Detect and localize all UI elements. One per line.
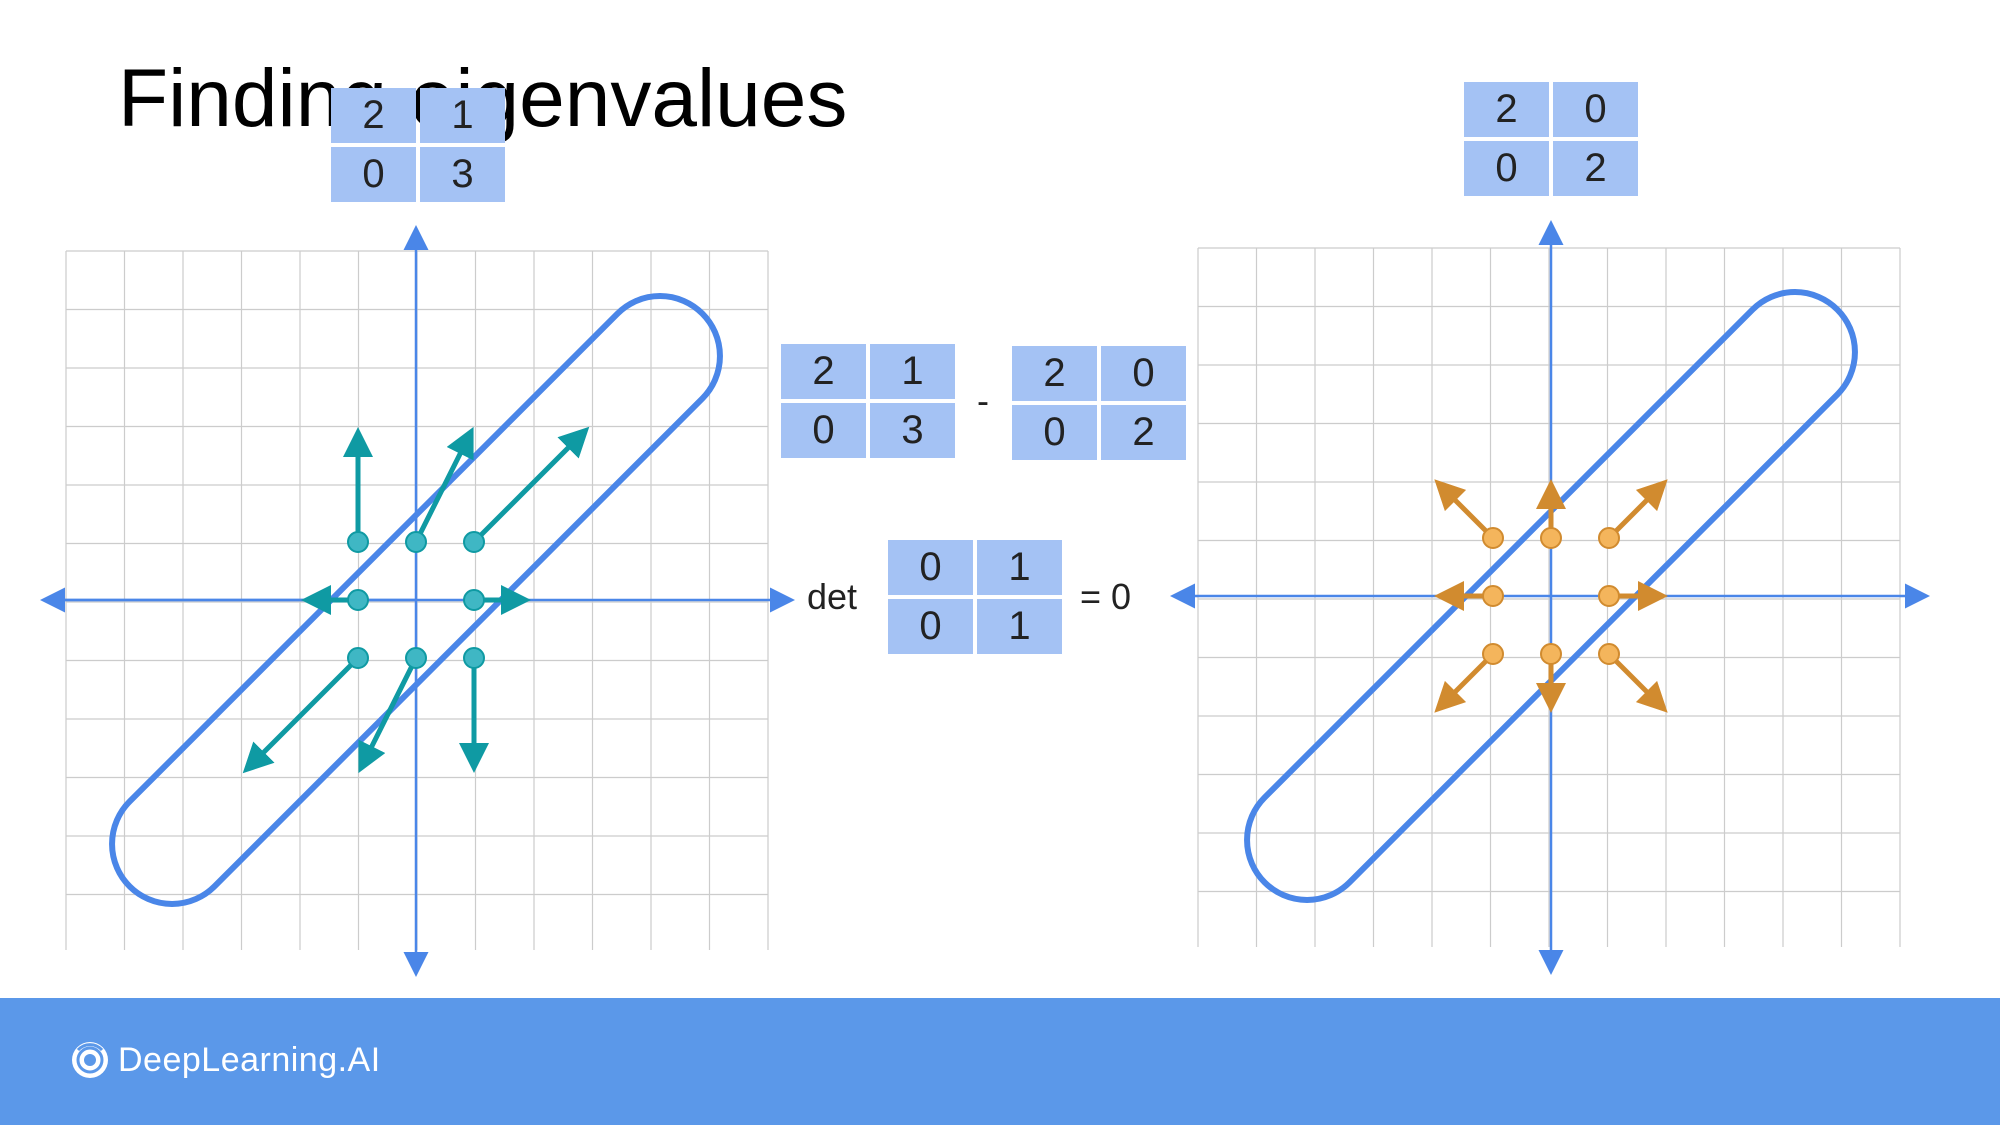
- right-plane: [1170, 220, 1930, 975]
- sample-point: [1540, 527, 1562, 549]
- transform-arrow: [1607, 652, 1668, 713]
- matrix-cell: 3: [870, 403, 955, 458]
- sample-point: [347, 589, 369, 611]
- sample-point: [463, 647, 485, 669]
- deeplearning-logo-icon: [72, 1042, 108, 1078]
- transform-arrow: [472, 426, 590, 544]
- matrix-a-top: 2 1 0 3: [331, 88, 505, 202]
- matrix-cell: 0: [1464, 141, 1549, 196]
- matrix-cell: 2: [1012, 346, 1097, 401]
- logo: DeepLearning.AI: [70, 1040, 381, 1080]
- transform-arrow: [1607, 479, 1668, 540]
- matrix-d-mid: 2 0 0 2: [1012, 346, 1186, 460]
- matrix-cell: 1: [977, 540, 1062, 595]
- sample-point: [1598, 527, 1620, 549]
- sample-point: [1482, 643, 1504, 665]
- matrix-cell: 0: [1101, 346, 1186, 401]
- transform-arrow: [1434, 652, 1495, 713]
- matrix-cell: 1: [977, 599, 1062, 654]
- sample-point: [405, 531, 427, 553]
- sample-point: [405, 647, 427, 669]
- right-grid: [1197, 247, 1901, 947]
- matrix-cell: 3: [420, 147, 505, 202]
- matrix-a-mid: 2 1 0 3: [781, 344, 955, 458]
- sample-point: [1598, 585, 1620, 607]
- sample-point: [1540, 643, 1562, 665]
- matrix-cell: 2: [1553, 141, 1638, 196]
- sample-point: [347, 531, 369, 553]
- sample-point: [1482, 585, 1504, 607]
- matrix-cell: 0: [1553, 82, 1638, 137]
- matrix-d-top: 2 0 0 2: [1464, 82, 1638, 196]
- left-plane: [40, 225, 795, 977]
- matrix-cell: 0: [331, 147, 416, 202]
- left-dots: [347, 531, 485, 669]
- det-result-matrix: 0 1 0 1: [888, 540, 1062, 654]
- transform-arrow: [242, 656, 360, 774]
- matrix-cell: 2: [1464, 82, 1549, 137]
- right-eigenline-capsule: [1244, 289, 1858, 903]
- matrix-cell: 0: [1012, 405, 1097, 460]
- matrix-cell: 2: [781, 344, 866, 399]
- right-arrows: [1434, 479, 1668, 713]
- sample-point: [347, 647, 369, 669]
- det-label: det: [807, 576, 858, 617]
- right-dots: [1482, 527, 1620, 665]
- equals-zero: = 0: [1080, 576, 1132, 617]
- matrix-cell: 0: [888, 599, 973, 654]
- sample-point: [1482, 527, 1504, 549]
- matrix-cell: 1: [870, 344, 955, 399]
- transform-arrow: [413, 426, 474, 544]
- minus-sign: -: [977, 380, 989, 421]
- transform-arrow: [1434, 479, 1495, 540]
- matrix-cell: 2: [1101, 405, 1186, 460]
- sample-point: [1598, 643, 1620, 665]
- footer-bar: DeepLearning.AI: [0, 998, 2000, 1125]
- matrix-cell: 0: [888, 540, 973, 595]
- matrix-cell: 1: [420, 88, 505, 143]
- left-arrows: [242, 426, 590, 774]
- matrix-cell: 0: [781, 403, 866, 458]
- sample-point: [463, 531, 485, 553]
- sample-point: [463, 589, 485, 611]
- transform-arrow: [358, 656, 419, 774]
- logo-text: DeepLearning.AI: [118, 1040, 381, 1079]
- left-eigenline-capsule: [109, 293, 723, 907]
- matrix-cell: 2: [331, 88, 416, 143]
